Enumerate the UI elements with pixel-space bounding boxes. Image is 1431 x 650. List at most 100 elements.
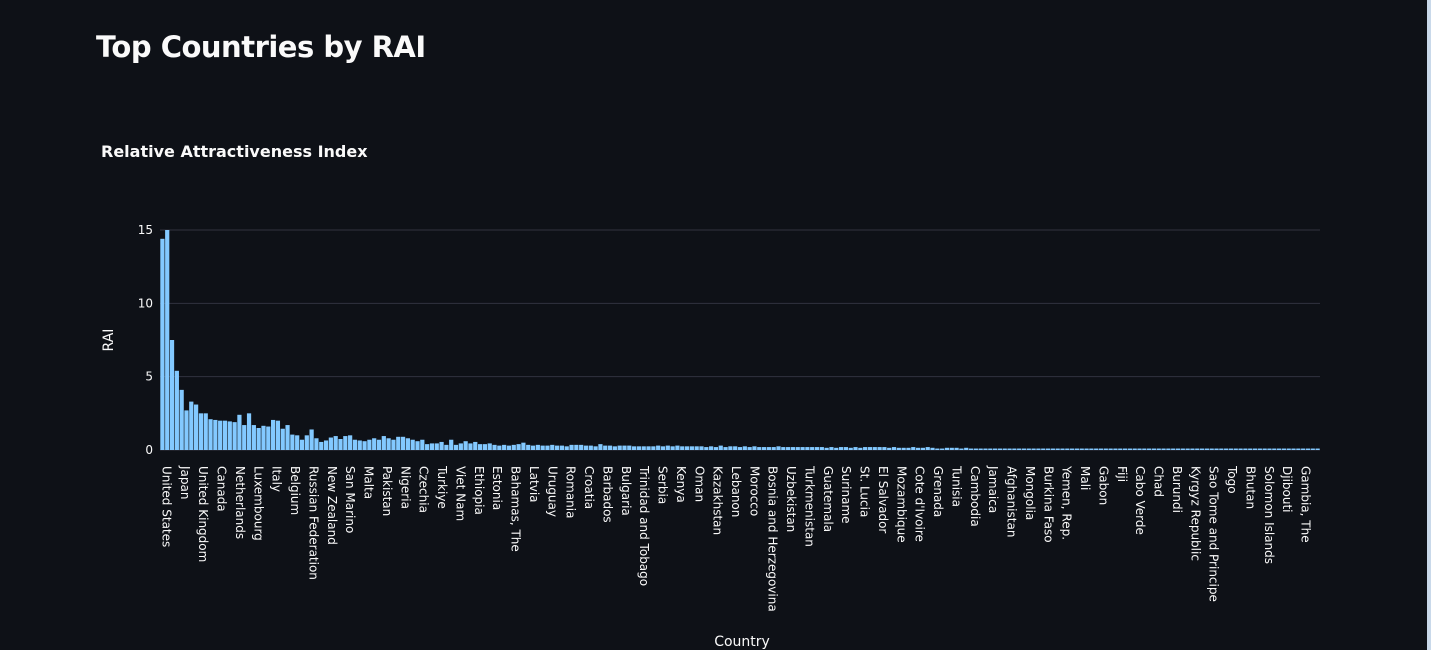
bar[interactable]: [1132, 448, 1137, 450]
bar[interactable]: [935, 448, 940, 450]
bar[interactable]: [992, 448, 998, 450]
bar[interactable]: [1243, 448, 1248, 450]
bar[interactable]: [757, 447, 762, 450]
bar[interactable]: [583, 445, 589, 450]
bar[interactable]: [574, 444, 579, 450]
bar[interactable]: [1185, 448, 1190, 450]
bar[interactable]: [636, 446, 642, 450]
bar[interactable]: [559, 445, 565, 450]
bar[interactable]: [973, 448, 978, 450]
bar[interactable]: [458, 443, 463, 450]
bar[interactable]: [1310, 448, 1315, 450]
bar[interactable]: [1084, 448, 1089, 450]
bar[interactable]: [1012, 448, 1017, 450]
bar[interactable]: [304, 435, 309, 450]
bar[interactable]: [1065, 448, 1070, 450]
bar[interactable]: [718, 445, 723, 450]
bar[interactable]: [761, 447, 767, 450]
bar[interactable]: [497, 445, 502, 450]
bar[interactable]: [988, 448, 993, 450]
bar[interactable]: [487, 443, 492, 450]
bar[interactable]: [968, 448, 974, 450]
bar[interactable]: [444, 444, 449, 450]
bar[interactable]: [810, 447, 815, 450]
bar[interactable]: [1041, 448, 1046, 450]
bar[interactable]: [1209, 448, 1214, 450]
bar[interactable]: [502, 444, 507, 450]
bar[interactable]: [540, 445, 545, 450]
bar[interactable]: [622, 445, 627, 450]
bar[interactable]: [588, 445, 593, 450]
bar[interactable]: [415, 441, 420, 450]
bar[interactable]: [545, 445, 550, 450]
bar[interactable]: [742, 446, 747, 450]
bar[interactable]: [1276, 448, 1282, 450]
bar[interactable]: [198, 413, 204, 450]
bar[interactable]: [1036, 448, 1041, 450]
bar[interactable]: [299, 439, 305, 450]
bar[interactable]: [449, 439, 454, 450]
bar[interactable]: [477, 444, 483, 450]
bar[interactable]: [362, 441, 367, 450]
bar[interactable]: [1060, 448, 1065, 450]
bar[interactable]: [776, 446, 781, 450]
bar[interactable]: [1002, 448, 1007, 450]
bar[interactable]: [689, 446, 694, 450]
bar[interactable]: [829, 447, 834, 450]
bar[interactable]: [790, 447, 796, 450]
bar[interactable]: [189, 401, 194, 450]
bar[interactable]: [261, 425, 266, 450]
bar[interactable]: [372, 438, 377, 450]
bar[interactable]: [925, 447, 930, 450]
bar[interactable]: [439, 441, 444, 450]
bar[interactable]: [165, 230, 170, 450]
bar[interactable]: [838, 447, 844, 450]
bar[interactable]: [535, 444, 540, 450]
bar[interactable]: [834, 447, 839, 450]
bar[interactable]: [569, 444, 574, 450]
bar[interactable]: [425, 444, 430, 450]
bar[interactable]: [246, 413, 252, 450]
bar[interactable]: [1108, 448, 1113, 450]
bar[interactable]: [550, 444, 555, 450]
bar[interactable]: [800, 447, 805, 450]
bar[interactable]: [915, 447, 921, 450]
bar[interactable]: [386, 438, 391, 450]
bar[interactable]: [1055, 448, 1060, 450]
bar[interactable]: [848, 447, 853, 450]
bar[interactable]: [737, 447, 743, 450]
bar[interactable]: [564, 446, 569, 450]
bar[interactable]: [333, 436, 338, 450]
bar[interactable]: [598, 444, 603, 450]
bar[interactable]: [723, 447, 728, 450]
bar[interactable]: [906, 447, 911, 450]
bar[interactable]: [174, 370, 179, 450]
bar[interactable]: [641, 446, 646, 450]
bar[interactable]: [463, 441, 468, 450]
bar[interactable]: [824, 447, 829, 450]
bar[interactable]: [1113, 448, 1118, 450]
bar[interactable]: [911, 447, 916, 450]
bar[interactable]: [309, 429, 314, 450]
bar[interactable]: [511, 444, 516, 450]
bar[interactable]: [704, 447, 709, 450]
bar[interactable]: [1224, 448, 1229, 450]
bar[interactable]: [675, 445, 680, 450]
bar[interactable]: [579, 444, 584, 450]
bar[interactable]: [521, 442, 526, 450]
bar[interactable]: [237, 414, 242, 450]
bar[interactable]: [1031, 448, 1036, 450]
bar[interactable]: [1098, 448, 1104, 450]
bar[interactable]: [227, 421, 232, 450]
bar[interactable]: [242, 425, 247, 450]
bar[interactable]: [429, 443, 435, 450]
bar[interactable]: [781, 447, 786, 450]
bar[interactable]: [1094, 448, 1099, 450]
bar[interactable]: [699, 446, 704, 450]
bar[interactable]: [1238, 448, 1243, 450]
bar[interactable]: [266, 426, 271, 450]
bar[interactable]: [290, 434, 295, 450]
bar[interactable]: [949, 447, 954, 450]
bar[interactable]: [752, 446, 757, 450]
bar[interactable]: [1161, 448, 1166, 450]
